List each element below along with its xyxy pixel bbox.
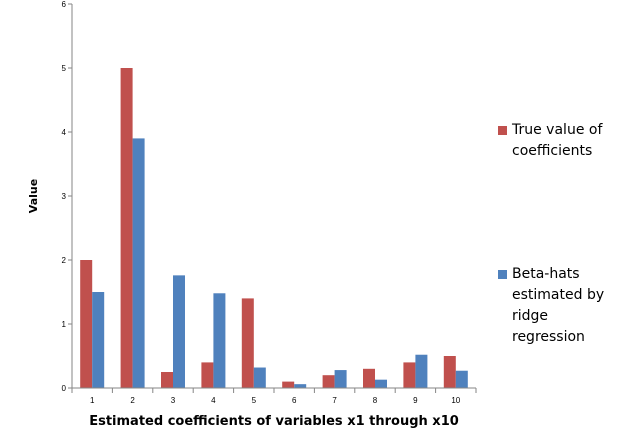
x-tick-label: 7 <box>332 396 337 405</box>
bar-true-value-x8 <box>363 368 375 388</box>
bar-true-value-x6 <box>282 381 295 388</box>
legend-swatch-true-value <box>498 126 507 135</box>
bar-true-value-x2 <box>120 68 133 388</box>
y-tick-label: 0 <box>62 384 67 393</box>
bar-true-value-x7 <box>322 375 335 388</box>
bar-beta-hat-x3 <box>173 275 185 388</box>
legend-swatch-beta-hats <box>498 270 507 279</box>
y-tick-label: 5 <box>62 64 67 73</box>
x-tick-label: 4 <box>211 396 216 405</box>
y-tick-label: 4 <box>62 128 67 137</box>
x-axis-title: Estimated coefficients of variables x1 t… <box>89 414 459 429</box>
bar-true-value-x10 <box>443 356 456 388</box>
bar-true-value-x4 <box>201 362 214 388</box>
legend-item-true-value: True value of coefficients <box>498 120 623 162</box>
x-tick-label: 2 <box>130 396 135 405</box>
x-tick-label: 8 <box>373 396 378 405</box>
x-tick-label: 6 <box>292 396 297 405</box>
bar-beta-hat-x1 <box>92 292 105 388</box>
legend-item-beta-hats: Beta-hats estimated by ridge regression <box>498 264 623 348</box>
y-tick-label: 2 <box>62 256 67 265</box>
bar-beta-hat-x8 <box>375 379 387 388</box>
bar-true-value-x5 <box>241 298 254 388</box>
bar-beta-hat-x6 <box>294 384 307 388</box>
legend-label-true-value: True value of coefficients <box>512 122 603 159</box>
x-tick-label: 3 <box>171 396 176 405</box>
bar-beta-hat-x10 <box>455 370 468 388</box>
y-tick-label: 6 <box>62 0 67 9</box>
bar-true-value-x3 <box>161 372 173 388</box>
bar-beta-hat-x4 <box>213 293 226 388</box>
x-tick-label: 1 <box>90 396 95 405</box>
x-tick-label: 9 <box>413 396 418 405</box>
x-tick-label: 10 <box>451 396 460 405</box>
x-axis-ticks: 1 2 3 4 5 6 7 8 9 10 <box>71 388 477 405</box>
bar-beta-hat-x5 <box>253 367 266 388</box>
bars <box>80 68 468 388</box>
bar-true-value-x9 <box>403 362 416 388</box>
y-axis-title: Value <box>27 179 40 213</box>
y-tick-label: 1 <box>62 320 67 329</box>
y-tick-label: 3 <box>62 192 67 201</box>
bar-beta-hat-x2 <box>132 138 145 388</box>
bar-beta-hat-x9 <box>415 354 428 388</box>
bar-true-value-x1 <box>80 260 93 388</box>
y-axis-ticks: 0 1 2 3 4 5 6 <box>62 0 72 393</box>
x-tick-label: 5 <box>252 396 257 405</box>
legend-label-beta-hats: Beta-hats estimated by ridge regression <box>512 266 605 345</box>
bar-beta-hat-x7 <box>334 370 347 388</box>
